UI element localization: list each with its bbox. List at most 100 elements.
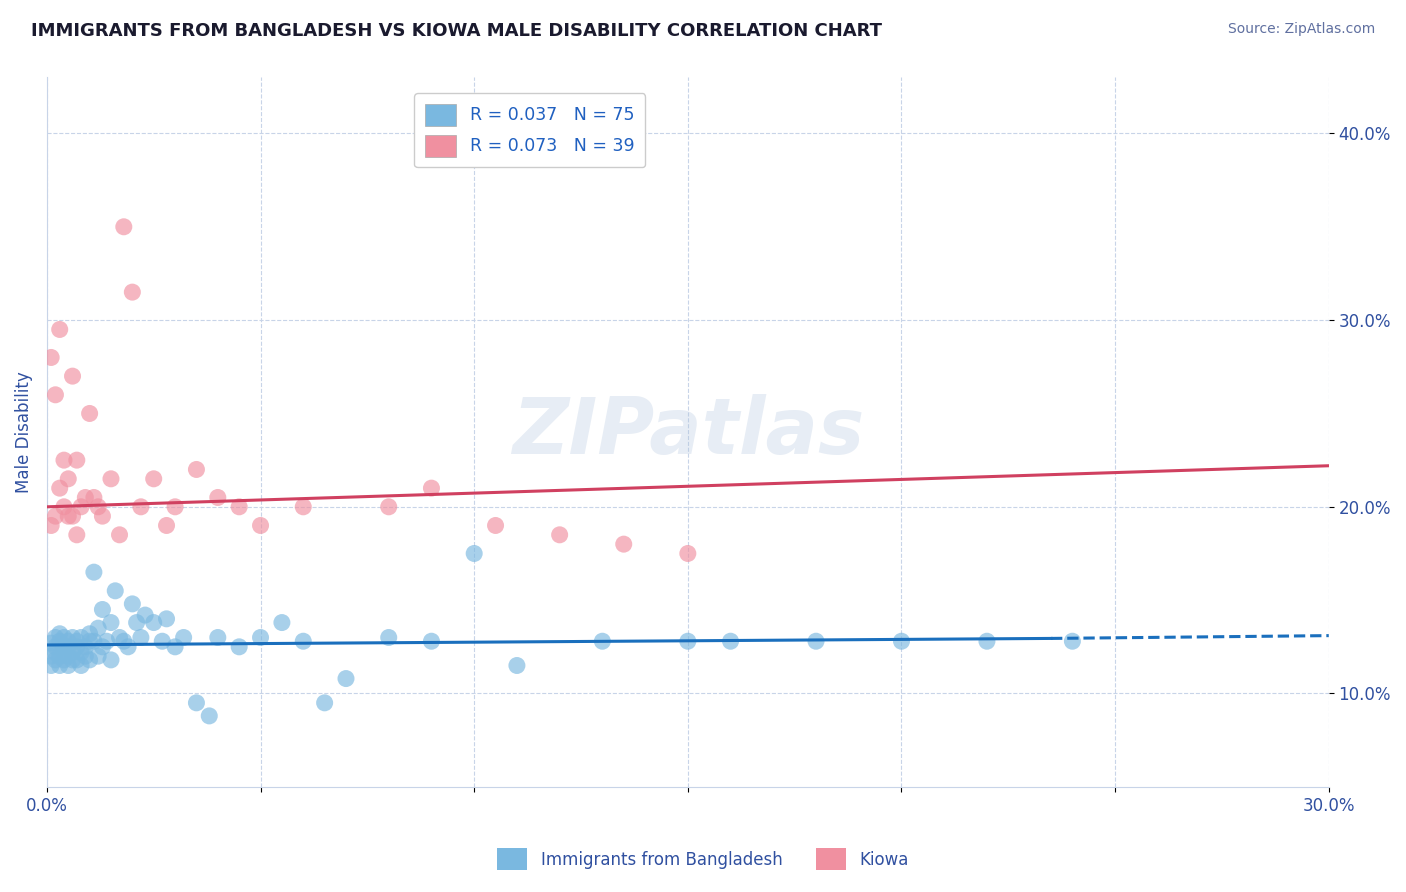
Point xyxy=(91,509,114,524)
Point xyxy=(112,634,135,648)
Point xyxy=(53,631,76,645)
Text: ZIPatlas: ZIPatlas xyxy=(512,394,863,470)
Point xyxy=(186,462,208,476)
Point xyxy=(142,615,165,630)
Point xyxy=(335,672,357,686)
Point xyxy=(62,653,84,667)
Point xyxy=(75,640,97,654)
Point xyxy=(186,696,208,710)
Point xyxy=(292,500,315,514)
Point xyxy=(249,631,271,645)
Point xyxy=(591,634,613,648)
Point xyxy=(506,658,529,673)
Point xyxy=(53,653,76,667)
Point xyxy=(39,351,62,365)
Point xyxy=(228,640,250,654)
Point xyxy=(720,634,742,648)
Point xyxy=(79,653,101,667)
Point xyxy=(165,640,187,654)
Point xyxy=(91,602,114,616)
Point xyxy=(44,640,66,654)
Point xyxy=(142,472,165,486)
Point xyxy=(91,640,114,654)
Point xyxy=(87,621,110,635)
Point xyxy=(53,453,76,467)
Point xyxy=(79,626,101,640)
Point xyxy=(66,640,89,654)
Point xyxy=(83,634,105,648)
Point xyxy=(87,649,110,664)
Text: IMMIGRANTS FROM BANGLADESH VS KIOWA MALE DISABILITY CORRELATION CHART: IMMIGRANTS FROM BANGLADESH VS KIOWA MALE… xyxy=(31,22,882,40)
Point xyxy=(83,491,105,505)
Point xyxy=(155,612,177,626)
Point xyxy=(53,640,76,654)
Point xyxy=(420,481,443,495)
Point xyxy=(79,634,101,648)
Point xyxy=(62,645,84,659)
Point xyxy=(112,219,135,234)
Point xyxy=(66,653,89,667)
Point xyxy=(62,369,84,384)
Point xyxy=(58,658,80,673)
Point xyxy=(48,649,70,664)
Point xyxy=(121,285,143,299)
Point xyxy=(48,481,70,495)
Point xyxy=(890,634,912,648)
Point xyxy=(804,634,827,648)
Point xyxy=(100,615,122,630)
Point xyxy=(548,528,571,542)
Point xyxy=(75,491,97,505)
Point xyxy=(420,634,443,648)
Point xyxy=(1062,634,1084,648)
Point xyxy=(676,634,699,648)
Point xyxy=(96,634,118,648)
Point xyxy=(48,626,70,640)
Point xyxy=(58,640,80,654)
Point xyxy=(53,500,76,514)
Point xyxy=(48,658,70,673)
Point xyxy=(53,645,76,659)
Point xyxy=(463,546,485,560)
Point xyxy=(207,631,229,645)
Legend: Immigrants from Bangladesh, Kiowa: Immigrants from Bangladesh, Kiowa xyxy=(491,842,915,877)
Point xyxy=(976,634,998,648)
Point xyxy=(270,615,292,630)
Point xyxy=(100,472,122,486)
Y-axis label: Male Disability: Male Disability xyxy=(15,371,32,493)
Point xyxy=(155,518,177,533)
Point xyxy=(150,634,173,648)
Point xyxy=(100,653,122,667)
Point xyxy=(134,608,156,623)
Point xyxy=(314,696,336,710)
Point xyxy=(173,631,195,645)
Point xyxy=(44,645,66,659)
Point xyxy=(108,631,131,645)
Point xyxy=(165,500,187,514)
Point xyxy=(70,500,93,514)
Point xyxy=(58,472,80,486)
Point xyxy=(87,500,110,514)
Point xyxy=(66,453,89,467)
Point xyxy=(58,634,80,648)
Point xyxy=(39,649,62,664)
Point xyxy=(484,518,506,533)
Point xyxy=(207,491,229,505)
Point xyxy=(70,645,93,659)
Point xyxy=(58,509,80,524)
Point xyxy=(79,407,101,421)
Point xyxy=(377,500,399,514)
Point xyxy=(613,537,636,551)
Point xyxy=(249,518,271,533)
Text: Source: ZipAtlas.com: Source: ZipAtlas.com xyxy=(1227,22,1375,37)
Point xyxy=(48,322,70,336)
Point xyxy=(104,583,127,598)
Point xyxy=(44,653,66,667)
Point xyxy=(198,709,221,723)
Point xyxy=(129,500,152,514)
Point xyxy=(39,658,62,673)
Point xyxy=(58,649,80,664)
Point xyxy=(75,649,97,664)
Point xyxy=(292,634,315,648)
Point xyxy=(117,640,139,654)
Point xyxy=(39,636,62,650)
